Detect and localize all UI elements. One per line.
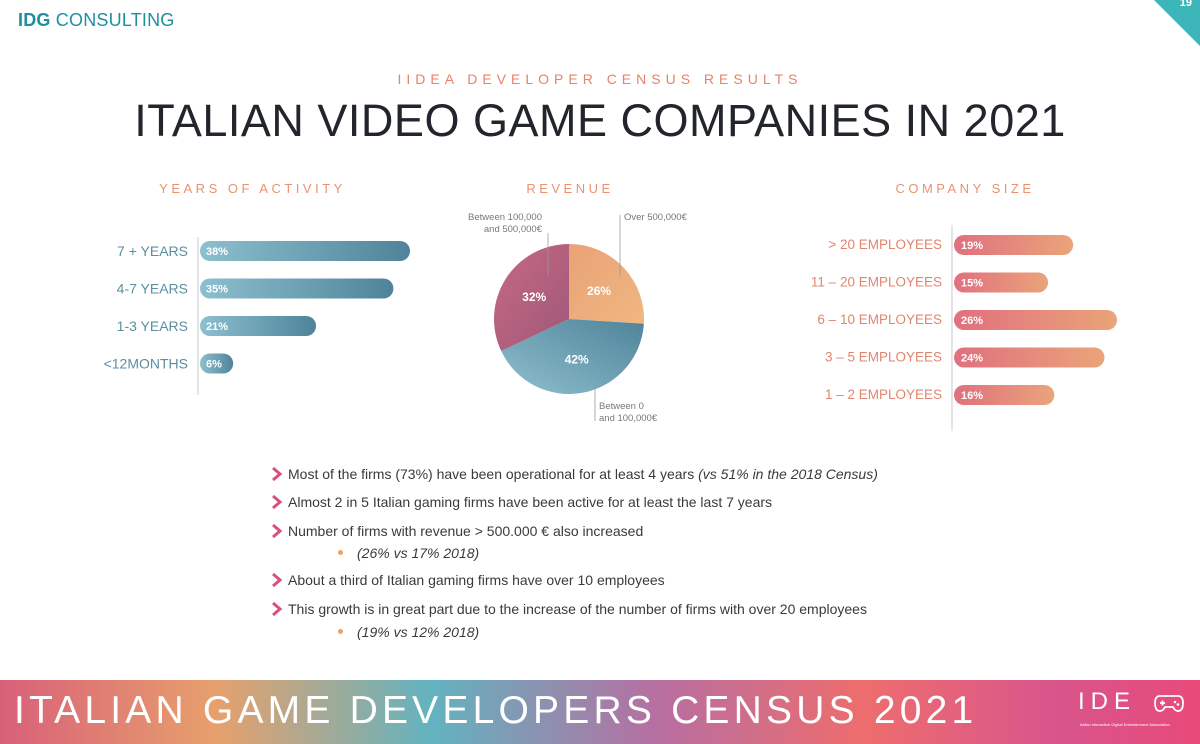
chevron-right-icon	[272, 573, 283, 587]
bullet-dot-icon	[338, 550, 343, 555]
size-bar-label: 19%	[961, 240, 983, 252]
size-bar	[954, 272, 1049, 293]
chevron-right-icon	[272, 524, 283, 538]
size-bar-label: 15%	[961, 278, 983, 290]
revenue-pie-slice	[494, 244, 569, 351]
finding-4-text: About a third of Italian gaming firms ha…	[288, 572, 665, 588]
brand-bold: IDG	[18, 10, 51, 30]
size-bar-label: 16%	[961, 390, 983, 402]
finding-5-subnote: (19% vs 12% 2018)	[338, 624, 479, 640]
finding-4: About a third of Italian gaming firms ha…	[270, 572, 665, 588]
years-category-label: <12MONTHS	[104, 356, 188, 372]
revenue-slice-label: 26%	[587, 284, 611, 298]
revenue-slice-label: 32%	[522, 290, 546, 304]
finding-3-text: Number of firms with revenue > 500.000 €…	[288, 523, 644, 539]
years-bar	[200, 241, 410, 261]
page-title: ITALIAN VIDEO GAME COMPANIES IN 2021	[134, 95, 1066, 146]
bullet-dot-icon	[338, 629, 343, 634]
finding-2-text: Almost 2 in 5 Italian gaming firms have …	[288, 494, 773, 510]
finding-5-text: This growth is in great part due to the …	[288, 601, 867, 617]
size-category-label: 11 – 20 EMPLOYEES	[811, 275, 942, 290]
finding-5-subnote-text: (19% vs 12% 2018)	[357, 624, 480, 640]
callout-label-low-revenue: and 100,000€	[599, 413, 658, 424]
iidea-logo-caption: Italian Interactive Digital Entertainmen…	[1080, 722, 1170, 727]
size-category-label: 3 – 5 EMPLOYEES	[825, 350, 942, 365]
company-size-chart: > 20 EMPLOYEES 19% 11 – 20 EMPLOYEES 15% 6 –…	[811, 225, 1117, 431]
callout-label-mid-revenue: Between 100,000	[468, 212, 542, 223]
chart-title-company-size: COMPANY SIZE	[895, 181, 1035, 196]
size-category-label: 6 – 10 EMPLOYEES	[817, 312, 942, 327]
page-corner-tab	[1154, 0, 1200, 46]
chevron-right-icon	[272, 495, 283, 509]
size-bar	[954, 310, 1117, 330]
finding-3: Number of firms with revenue > 500.000 €…	[270, 523, 643, 539]
brand-logo: IDG CONSULTING	[18, 10, 175, 31]
finding-3-subnote: (26% vs 17% 2018)	[338, 545, 479, 561]
size-bar	[954, 347, 1105, 368]
years-bar-label: 6%	[206, 359, 222, 371]
chevron-right-icon	[272, 467, 283, 481]
finding-1-text: Most of the firms (73%) have been operat…	[288, 466, 699, 482]
callout-label-low-revenue: Between 0	[599, 401, 644, 412]
finding-3-subnote-text: (26% vs 17% 2018)	[357, 545, 480, 561]
chevron-right-icon	[272, 602, 283, 616]
size-bar	[954, 385, 1055, 405]
footer-title: ITALIAN GAME DEVELOPERS CENSUS 2021	[14, 689, 978, 732]
footer-banner: ITALIAN GAME DEVELOPERS CENSUS 2021 IDE …	[0, 680, 1200, 744]
kicker-title: IIDEA DEVELOPER CENSUS RESULTS	[397, 71, 803, 87]
revenue-pie-slice	[569, 244, 644, 324]
years-bar-label: 38%	[206, 246, 228, 258]
finding-1: Most of the firms (73%) have been operat…	[270, 466, 878, 482]
years-category-label: 1-3 YEARS	[117, 318, 188, 334]
years-category-label: 7 + YEARS	[117, 243, 188, 259]
page-number: 19	[1179, 0, 1192, 9]
size-bar-label: 24%	[961, 353, 983, 365]
finding-1-note: (vs 51% in the 2018 Census)	[698, 466, 878, 482]
years-bar	[200, 316, 317, 336]
years-category-label: 4-7 YEARS	[117, 281, 188, 297]
finding-2: Almost 2 in 5 Italian gaming firms have …	[270, 494, 772, 510]
revenue-pie-slice	[501, 319, 644, 394]
size-category-label: 1 – 2 EMPLOYEES	[825, 387, 942, 402]
chart-title-revenue: REVENUE	[526, 181, 614, 196]
revenue-slice-label: 42%	[565, 353, 589, 367]
brand-rest: CONSULTING	[50, 10, 175, 30]
size-bar	[954, 235, 1074, 255]
chart-title-years: YEARS OF ACTIVITY	[159, 181, 346, 196]
years-bar	[200, 278, 394, 299]
years-bar-label: 21%	[206, 321, 228, 333]
callout-label-high-revenue: Over 500,000€	[624, 212, 688, 223]
callout-label-mid-revenue: and 500,000€	[484, 224, 543, 235]
years-of-activity-chart: 7 + YEARS 38% 4-7 YEARS 35% 1-3 YEARS 21% <12M…	[104, 237, 410, 395]
gamepad-icon	[1154, 695, 1184, 712]
size-bar-label: 26%	[961, 315, 983, 327]
size-category-label: > 20 EMPLOYEES	[828, 237, 942, 252]
iidea-logo: IDE	[1078, 688, 1137, 715]
years-bar-label: 35%	[206, 284, 228, 296]
years-bar	[200, 353, 234, 374]
finding-5: This growth is in great part due to the …	[270, 601, 867, 617]
